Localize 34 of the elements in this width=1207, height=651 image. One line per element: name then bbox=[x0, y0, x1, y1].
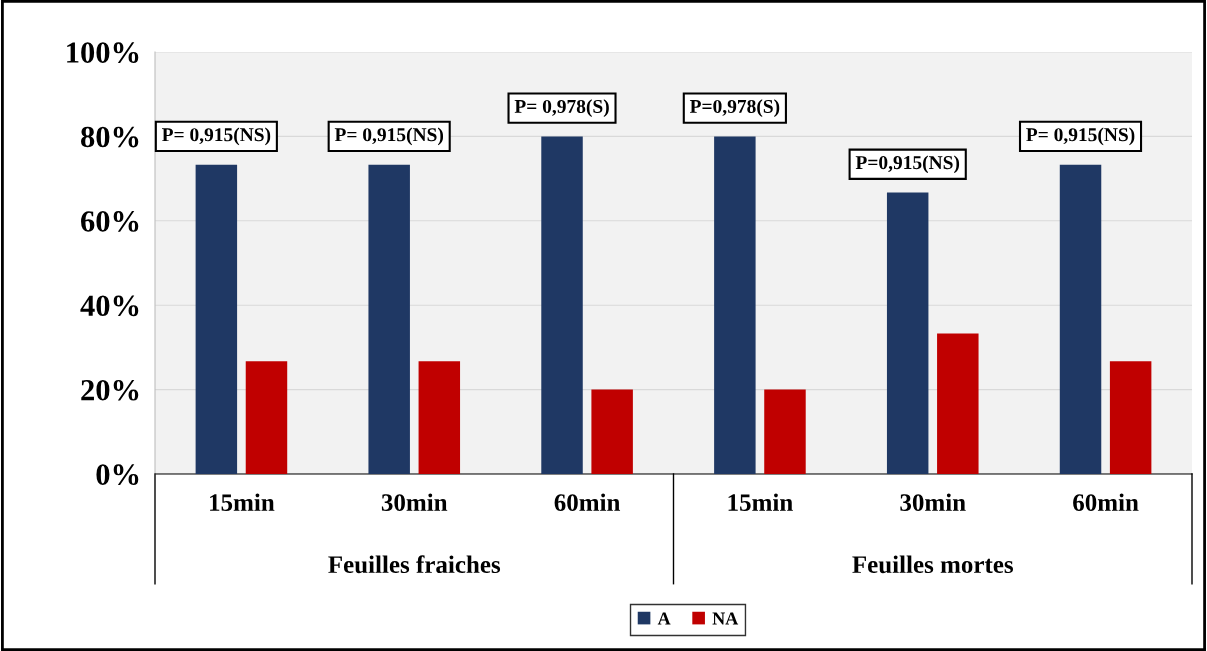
bar bbox=[714, 136, 756, 474]
bar bbox=[591, 389, 633, 474]
bar bbox=[886, 192, 929, 474]
x-tick-label: 15min bbox=[210, 493, 275, 512]
x-tick-label: 15min bbox=[728, 493, 793, 512]
x-tick-label: 30min bbox=[900, 493, 966, 512]
y-tick-label: 80% bbox=[81, 126, 139, 148]
annotation: P=0,915(NS) bbox=[855, 155, 960, 174]
y-tick-label: 40% bbox=[80, 295, 139, 317]
x-tick-label: 60min bbox=[1073, 493, 1139, 512]
x-tick-label: 60min bbox=[554, 493, 621, 512]
bar bbox=[937, 333, 979, 474]
y-tick-label: 0% bbox=[96, 464, 139, 485]
bar bbox=[764, 389, 806, 474]
bar bbox=[1109, 361, 1152, 474]
annotation: P= 0,978(S) bbox=[514, 99, 609, 117]
annotation: P= 0,915(NS) bbox=[162, 127, 271, 146]
legend-label: NA bbox=[712, 612, 739, 625]
legend-label: A bbox=[657, 612, 671, 625]
y-tick-label: 20% bbox=[81, 379, 139, 401]
bar bbox=[368, 164, 410, 474]
annotation: P=0,978(S) bbox=[689, 99, 780, 117]
x-tick-label: 30min bbox=[381, 493, 448, 512]
y-tick-label: 60% bbox=[81, 211, 139, 232]
bar bbox=[418, 361, 461, 474]
bar bbox=[1059, 164, 1102, 474]
bar bbox=[541, 136, 583, 474]
text: Feuilles mortes bbox=[852, 555, 1014, 574]
annotation: P= 0,915(NS) bbox=[1026, 127, 1135, 146]
text: Feuilles fraiches bbox=[328, 555, 501, 574]
annotation: P= 0,915(NS) bbox=[334, 127, 444, 146]
y-tick-label: 100% bbox=[67, 42, 139, 63]
bar bbox=[195, 164, 238, 474]
bar bbox=[245, 361, 288, 474]
